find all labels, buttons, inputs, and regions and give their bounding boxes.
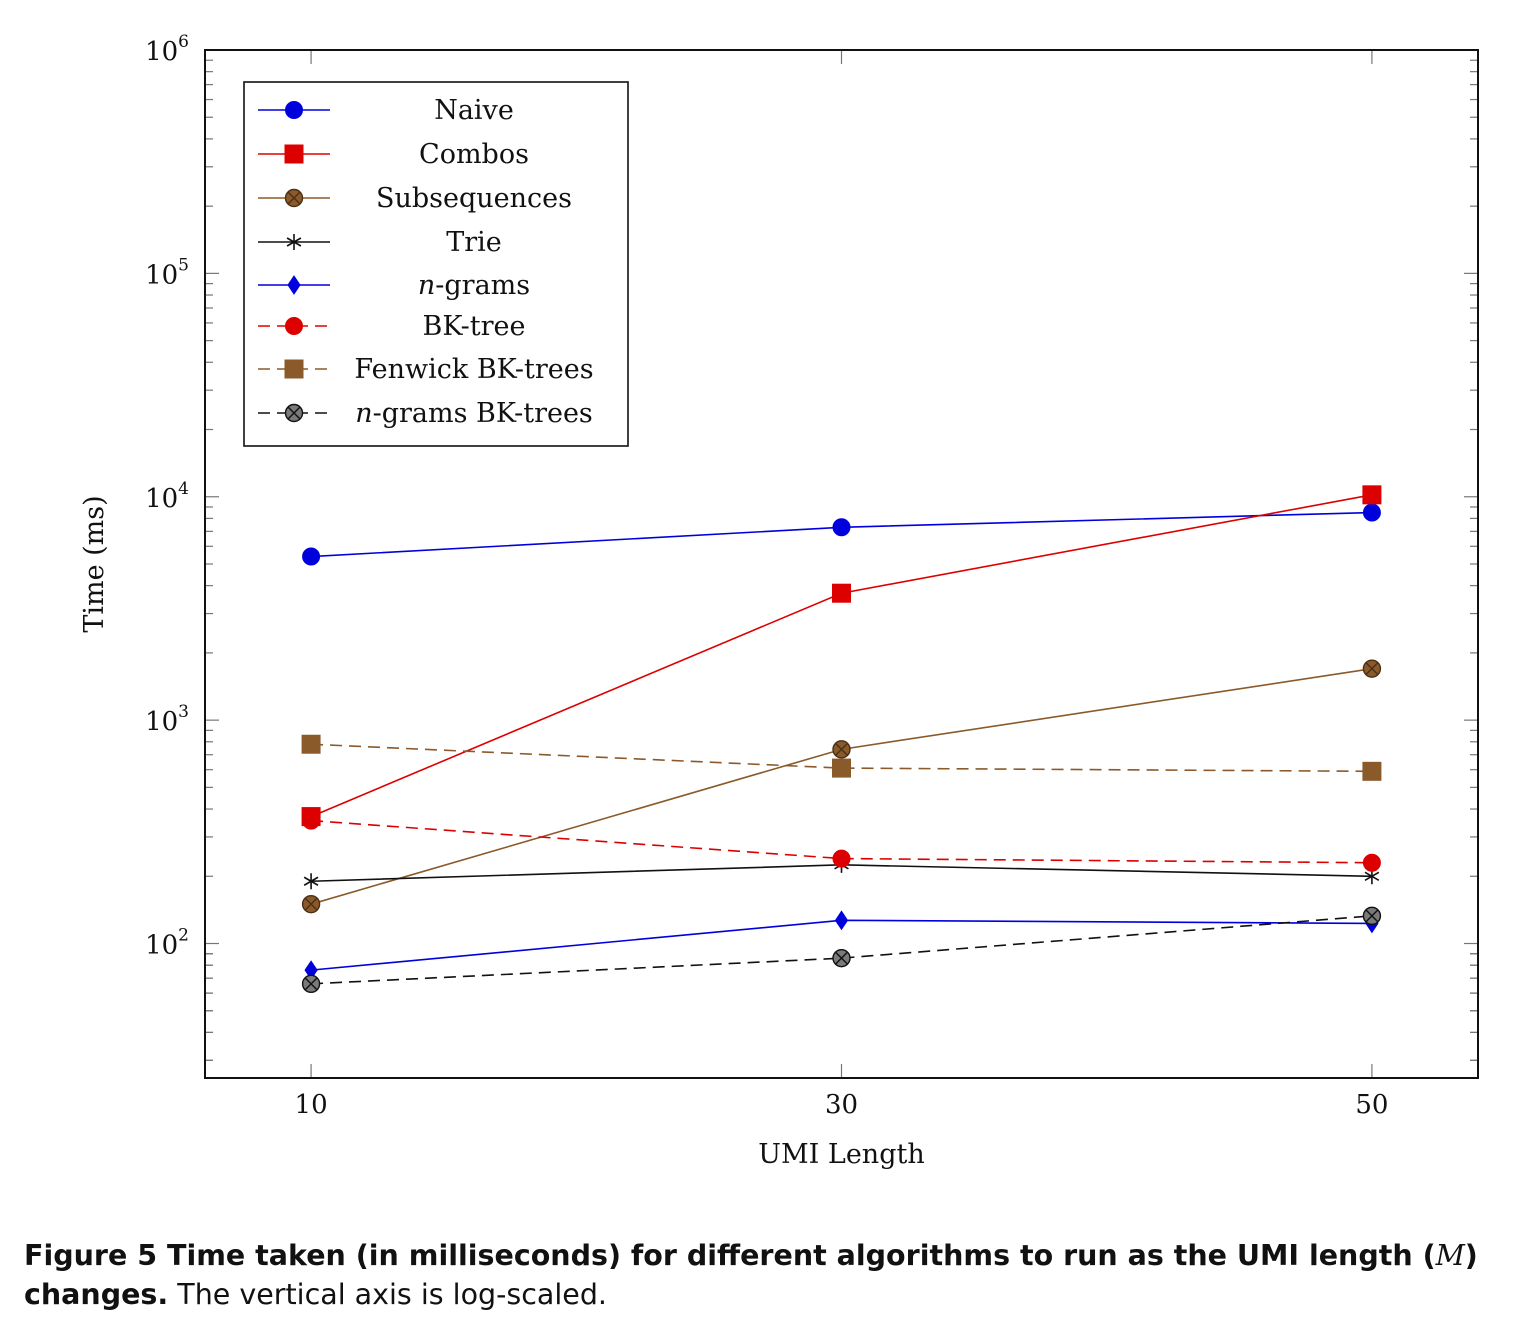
x-tick-label: 30 (825, 1090, 858, 1120)
legend-label: n-grams BK-trees (355, 398, 593, 429)
series-6 (301, 734, 1382, 781)
legend-entry: BK-tree (258, 311, 525, 342)
legend-box (243, 81, 629, 447)
data-point (1362, 503, 1381, 522)
legend-entry: Trie (258, 227, 502, 258)
caption-figure-number: Figure 5 (24, 1239, 158, 1272)
legend-marker (285, 317, 303, 335)
data-point (832, 849, 851, 868)
legend-label: Trie (446, 227, 502, 258)
legend-marker (284, 144, 304, 164)
caption-title-close: ) (1464, 1239, 1478, 1272)
data-point (834, 910, 849, 931)
series-line (311, 915, 1372, 985)
data-point (832, 518, 851, 537)
series-4 (304, 910, 1379, 981)
chart: 102 103 104 105 106 10 30 50 UMI Length Time (… (79, 32, 1479, 1170)
legend-marker (284, 359, 304, 379)
x-axis-label: UMI Length (758, 1139, 924, 1170)
legend-entry: Fenwick BK-trees (258, 354, 594, 385)
legend-entry: Combos (258, 139, 529, 170)
legend-marker (284, 188, 304, 208)
plot-frame (204, 49, 1479, 1079)
legend-marker (284, 403, 304, 423)
data-point (832, 948, 851, 968)
series-5 (302, 811, 1381, 872)
legend-label: Naive (434, 95, 514, 126)
y-axis-label: Time (ms) (79, 495, 110, 632)
caption-math: M (1435, 1239, 1465, 1272)
axis-ticks (205, 49, 1478, 1078)
y-tick-label: 103 (145, 702, 189, 737)
series-line (311, 819, 1372, 864)
legend-label: BK-tree (423, 311, 526, 342)
data-point (832, 758, 851, 778)
legend-entry: n-grams (258, 270, 530, 301)
data-point (832, 583, 851, 603)
caption-title-end: changes. (24, 1278, 169, 1311)
data-point (302, 811, 321, 830)
series-1 (301, 485, 1382, 827)
data-point (832, 740, 851, 759)
data-point (1362, 906, 1382, 926)
data-point (301, 894, 321, 914)
data-point (301, 974, 321, 994)
x-tick-label: 50 (1355, 1090, 1388, 1120)
legend-marker (286, 234, 302, 250)
series-7 (301, 906, 1382, 994)
data-point (1362, 853, 1381, 872)
series-line (311, 743, 1372, 773)
series-layer (301, 485, 1382, 994)
y-tick-label: 102 (145, 926, 189, 961)
data-point (301, 734, 321, 754)
legend-entry: Subsequences (258, 183, 572, 214)
data-point (1362, 761, 1382, 781)
data-point (302, 547, 321, 566)
legend-entry: n-grams BK-trees (258, 398, 593, 429)
legend-label: Fenwick BK-trees (354, 354, 593, 385)
legend-label: Subsequences (376, 183, 572, 214)
legend-marker (285, 101, 303, 119)
caption-text: The vertical axis is log-scaled. (168, 1278, 607, 1311)
caption-title: Time taken (in milliseconds) for differe… (157, 1239, 1436, 1272)
data-point (1362, 659, 1382, 678)
legend-entry: Naive (258, 95, 514, 126)
data-point (303, 873, 319, 890)
x-tick-labels: 10 30 50 (295, 1090, 1389, 1120)
legend: Naive Combos Subsequences Trie n-grams BK-tre… (243, 81, 629, 447)
legend-marker (287, 275, 301, 295)
data-point (1362, 485, 1382, 505)
y-tick-label: 105 (145, 255, 189, 290)
figure-caption: Figure 5 Time taken (in milliseconds) fo… (24, 1236, 1514, 1314)
y-tick-labels: 102 103 104 105 106 (145, 32, 189, 961)
series-0 (302, 503, 1381, 566)
y-tick-label: 106 (145, 32, 189, 67)
series-2 (301, 659, 1382, 914)
legend-label: Combos (419, 139, 529, 170)
x-tick-label: 10 (295, 1090, 328, 1120)
y-tick-label: 104 (145, 479, 189, 514)
legend-label: n-grams (418, 270, 530, 301)
